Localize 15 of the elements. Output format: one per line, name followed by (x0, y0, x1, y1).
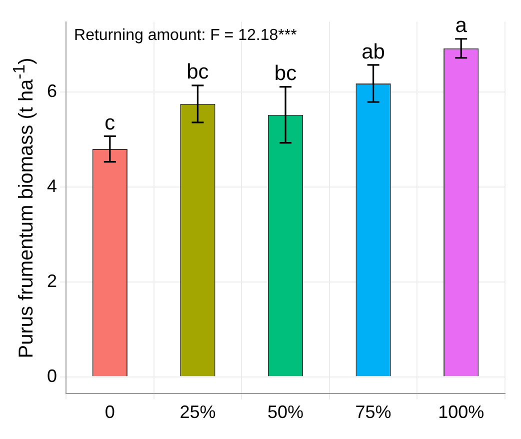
annotation: ab (362, 40, 385, 64)
annotation: a (455, 14, 468, 38)
y-tick-label: 2 (46, 270, 58, 291)
x-tick-label: 25% (180, 402, 216, 422)
annotation: bc (274, 62, 297, 86)
x-tick-label: 75% (355, 402, 392, 422)
x-tick-label: 100% (438, 402, 484, 422)
annotation: Returning amount: F = 12.18*** (74, 27, 297, 44)
annotation: bc (186, 60, 209, 84)
x-tick-label: 0 (104, 402, 115, 422)
y-tick-label: 6 (46, 81, 58, 102)
y-tick-label: 4 (46, 176, 58, 196)
annotation: c (104, 111, 116, 134)
x-tick-label: 50% (267, 402, 304, 422)
y-tick-label: 0 (46, 366, 58, 386)
